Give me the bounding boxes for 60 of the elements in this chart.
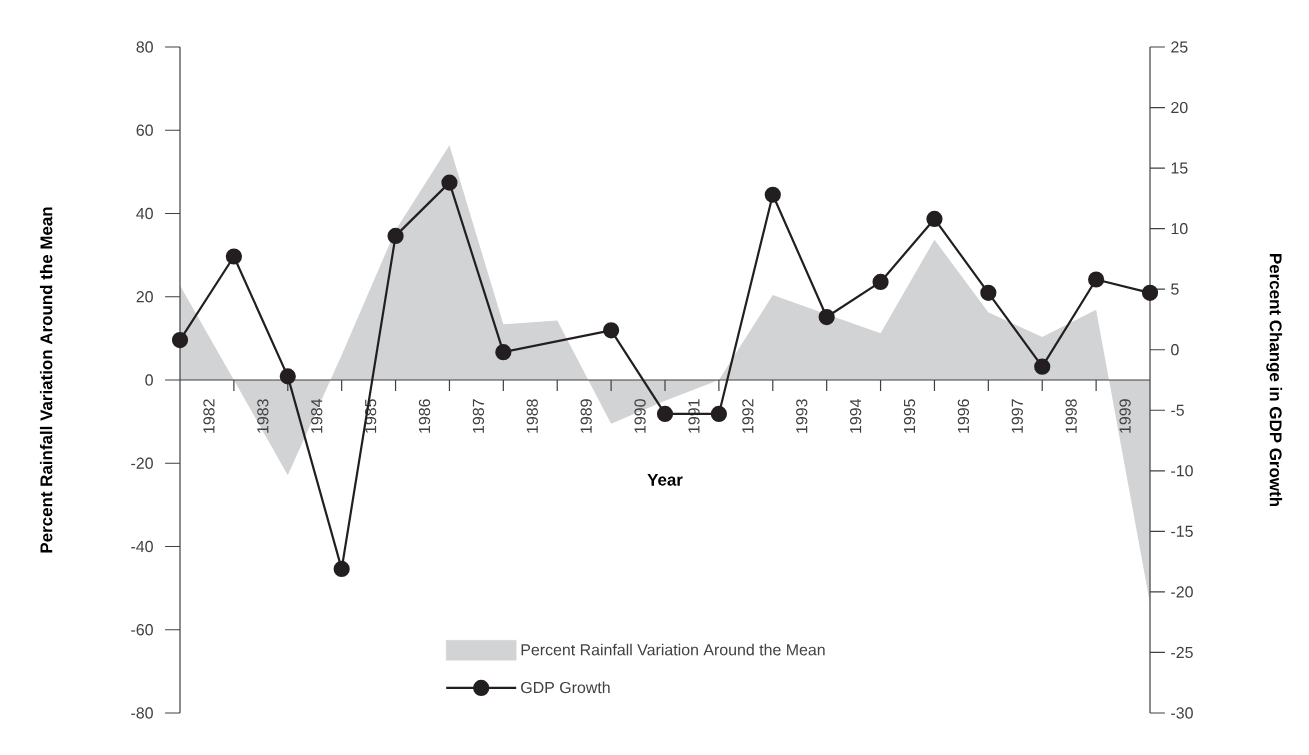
point <box>441 174 458 191</box>
legend-label: Percent Rainfall Variation Around the Mean <box>521 643 825 656</box>
y2-tick-label: 10 <box>1171 223 1188 235</box>
y2-tick-label: 15 <box>1171 162 1188 174</box>
y-axis-title: Percent Rainfall Variation Around the Mean <box>39 207 53 553</box>
y2-tick-label: 20 <box>1171 101 1188 114</box>
y2-tick-label: 5 <box>1171 283 1179 295</box>
x-tick-label: 1984 <box>311 398 323 433</box>
y2-tick-label: -5 <box>1171 404 1184 416</box>
y-tick-label: 0 <box>145 374 153 386</box>
y2-tick-label: 0 <box>1171 344 1179 356</box>
point <box>656 405 674 423</box>
point <box>1141 284 1159 301</box>
y2-tick-label: -15 <box>1171 525 1193 537</box>
y-tick-label: -80 <box>131 707 153 719</box>
x-tick-label: 1986 <box>418 399 431 433</box>
y-tick-label: -20 <box>131 457 153 469</box>
y-tick-label: 40 <box>136 207 153 220</box>
x-axis-title: Year <box>647 473 683 486</box>
point <box>1088 271 1105 288</box>
point <box>495 344 512 361</box>
point <box>710 405 727 423</box>
x-tick-label: 1997 <box>1011 399 1023 433</box>
point <box>603 322 620 339</box>
point <box>225 248 242 265</box>
point <box>279 368 296 385</box>
y2-axis-title: Percent Change in GDP Growth <box>1266 254 1283 506</box>
x-tick-label: 1992 <box>742 399 754 433</box>
legend-label: GDP Growth <box>521 681 610 694</box>
x-tick-label: 1998 <box>1065 399 1077 433</box>
point <box>980 284 997 301</box>
x-tick-label: 1987 <box>472 399 485 433</box>
y-tick-label: 80 <box>136 41 153 53</box>
point <box>764 186 781 203</box>
x-tick-label: 1989 <box>580 399 592 433</box>
y-tick-label: 20 <box>136 291 153 303</box>
point <box>872 273 889 291</box>
point <box>333 560 350 577</box>
y2-tick-label: -10 <box>1171 465 1193 477</box>
point <box>818 308 835 326</box>
y2-tick-label: -20 <box>1171 586 1193 598</box>
x-tick-label: 1996 <box>957 399 970 433</box>
y2-tick-label: -30 <box>1171 707 1193 719</box>
point <box>926 210 943 228</box>
x-tick-label: 1993 <box>796 399 808 433</box>
x-tick-label: 1990 <box>634 399 646 433</box>
y2-tick-label: 25 <box>1171 41 1188 53</box>
y-tick-label: -60 <box>131 624 153 636</box>
point <box>387 227 404 244</box>
x-tick-label: 1995 <box>903 399 916 433</box>
y-tick-label: 60 <box>136 124 153 136</box>
x-tick-label: 1999 <box>1119 399 1131 433</box>
x-tick-label: 1982 <box>203 399 215 433</box>
y2-tick-label: -25 <box>1171 646 1193 659</box>
x-tick-label: 1994 <box>849 398 862 433</box>
point <box>171 331 189 349</box>
point <box>1034 358 1051 375</box>
y-tick-label: -40 <box>131 540 153 553</box>
x-tick-label: 1983 <box>257 399 269 433</box>
x-tick-label: 1988 <box>526 399 538 433</box>
